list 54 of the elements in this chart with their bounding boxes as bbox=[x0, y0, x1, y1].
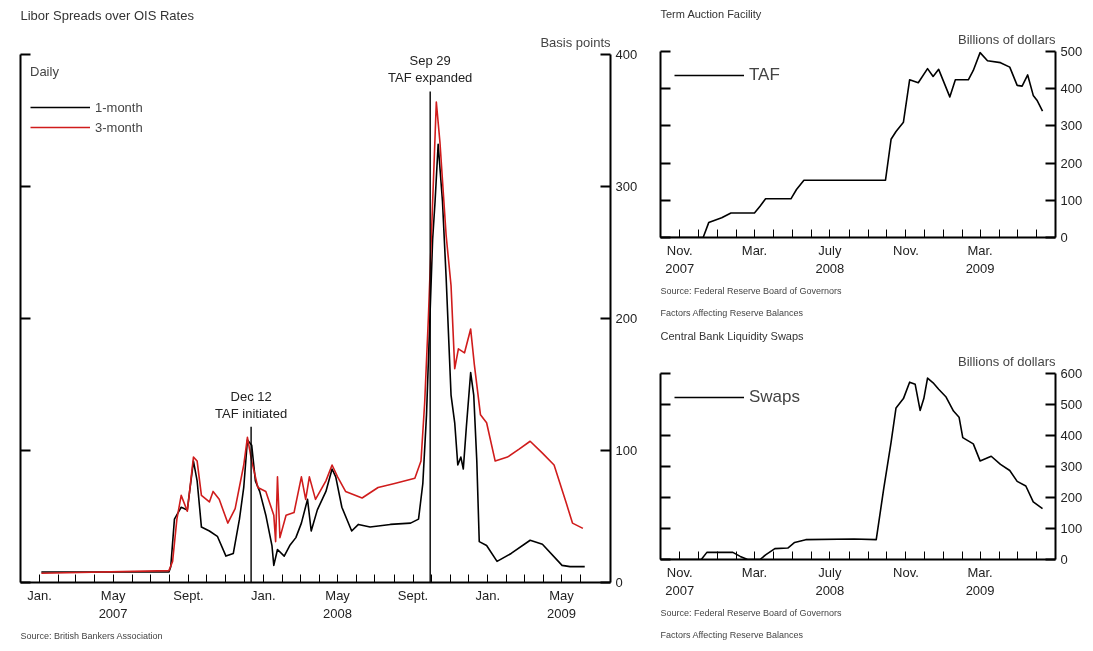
x-tick-label: July 2008 bbox=[815, 242, 845, 276]
x-tick-label: May 2009 bbox=[546, 587, 576, 621]
y-tick-label: 100 bbox=[615, 443, 638, 458]
y-axis-title: Billions of dollars bbox=[957, 353, 1056, 369]
legend-label: 3-month bbox=[95, 119, 143, 135]
x-tick-label: Sept. bbox=[397, 587, 429, 603]
y-tick-label: 100 bbox=[1060, 192, 1083, 208]
y-tick-label: 500 bbox=[1060, 397, 1083, 412]
x-tick-label: Jan. bbox=[251, 587, 276, 603]
source-note: Source: British Bankers Association bbox=[20, 630, 163, 641]
y-tick-label: 300 bbox=[1060, 118, 1083, 134]
x-tick-label: Mar. bbox=[741, 242, 768, 258]
x-tick-label: Jan. bbox=[475, 587, 501, 603]
y-tick-label: 100 bbox=[1060, 521, 1083, 536]
y-tick-label: 200 bbox=[1060, 490, 1083, 505]
legend-label: 1-month bbox=[95, 99, 143, 115]
x-tick-label: Nov. 2007 bbox=[665, 242, 695, 276]
x-tick-label: May 2008 bbox=[323, 587, 353, 621]
x-tick-label: Sept. bbox=[173, 587, 204, 603]
y-tick-label: 400 bbox=[1060, 428, 1083, 443]
y-tick-label: 300 bbox=[615, 179, 638, 194]
x-tick-label: Nov. 2007 bbox=[665, 564, 695, 598]
legend-label: Swaps bbox=[749, 387, 801, 407]
y-tick-label: 200 bbox=[1060, 155, 1083, 171]
ref-line-label: Dec 12 TAF initiated bbox=[215, 388, 288, 421]
x-tick-label: Nov. bbox=[893, 242, 919, 258]
y-axis-title: Basis points bbox=[540, 34, 611, 50]
chart-title: Term Auction Facility bbox=[660, 7, 762, 20]
y-tick-label: 500 bbox=[1060, 44, 1083, 59]
text: Factors Affecting Reserve Balances bbox=[660, 307, 804, 318]
chart-title: Libor Spreads over OIS Rates bbox=[20, 7, 195, 23]
y-tick-label: 400 bbox=[1060, 81, 1083, 97]
x-tick-label: July 2008 bbox=[815, 564, 845, 598]
source-note: Source: Federal Reserve Board of Governors bbox=[660, 285, 843, 296]
x-tick-label: May 2007 bbox=[98, 587, 128, 621]
y-axis-title: Billions of dollars bbox=[957, 31, 1056, 47]
x-tick-label: Nov. bbox=[893, 564, 919, 580]
y-tick-label: 300 bbox=[1060, 459, 1083, 474]
legend-title: Daily bbox=[30, 64, 60, 79]
y-tick-label: 400 bbox=[615, 47, 638, 62]
legend-label: TAF bbox=[749, 65, 780, 85]
y-tick-label: 600 bbox=[1060, 366, 1083, 381]
x-tick-label: Mar. 2009 bbox=[965, 564, 995, 598]
x-tick-label: Jan. bbox=[27, 587, 52, 603]
y-tick-label: 200 bbox=[615, 311, 638, 326]
ref-line-label: Sep 29 TAF expanded bbox=[388, 53, 473, 86]
source-note: Source: Federal Reserve Board of Governors bbox=[660, 607, 843, 618]
x-tick-label: Mar. bbox=[741, 564, 768, 580]
chart-title: Central Bank Liquidity Swaps bbox=[660, 329, 805, 342]
y-tick-label: 0 bbox=[615, 575, 623, 590]
x-tick-label: Mar. 2009 bbox=[965, 242, 995, 276]
y-tick-label: 0 bbox=[1060, 552, 1068, 567]
text: Factors Affecting Reserve Balances bbox=[660, 629, 804, 640]
y-tick-label: 0 bbox=[1060, 230, 1068, 245]
